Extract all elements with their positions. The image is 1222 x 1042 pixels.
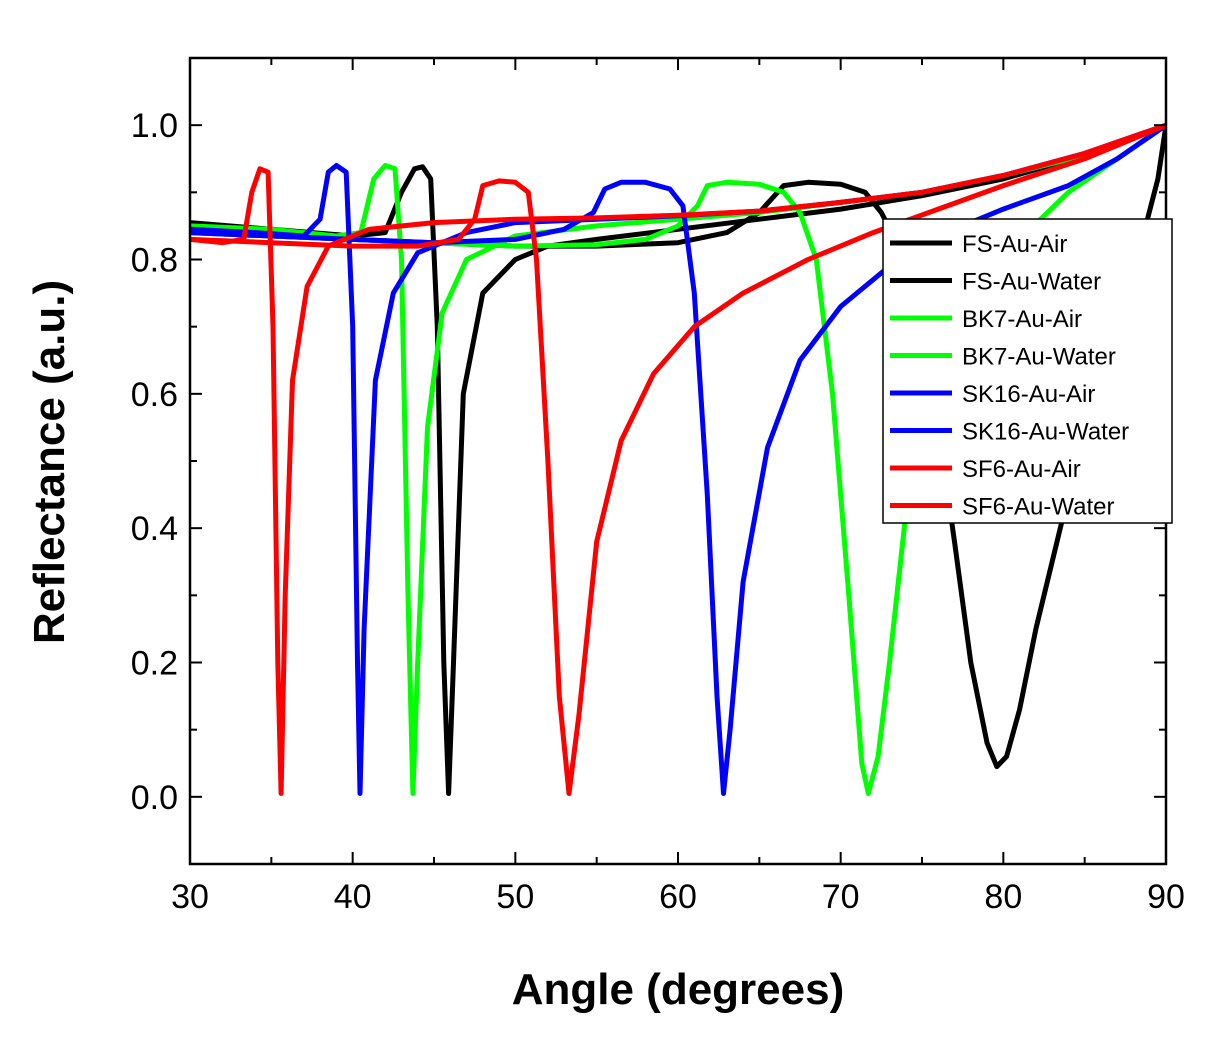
- y-axis-title: Reflectance (a.u.): [25, 280, 74, 644]
- x-tick-label: 40: [334, 878, 372, 916]
- legend-label-bk7-au-water: BK7-Au-Water: [962, 344, 1116, 371]
- x-tick-label: 30: [171, 878, 209, 916]
- legend-label-fs-au-water: FS-Au-Water: [962, 269, 1101, 296]
- y-tick-label: 1.0: [131, 107, 178, 145]
- series-line-sf6-au-air: [190, 122, 1166, 796]
- x-tick-label: 50: [496, 878, 534, 916]
- legend: FS-Au-Air FS-Au-Water BK7-Au-Air BK7-Au-Wat…: [882, 218, 1173, 524]
- series-layer: [190, 122, 1166, 796]
- legend-label-bk7-au-air: BK7-Au-Air: [962, 306, 1082, 333]
- x-axis: 30 40 50 60 70 80 90: [171, 58, 1185, 916]
- y-axis: 0.0 0.2 0.4 0.6 0.8 1.0: [131, 57, 1166, 865]
- y-tick-label: 0.6: [131, 376, 178, 414]
- x-tick-label: 80: [984, 878, 1022, 916]
- series-line-sf6-au-water: [190, 122, 1166, 796]
- legend-label-sf6-au-air: SF6-Au-Air: [962, 456, 1081, 483]
- y-tick-label: 0.8: [131, 242, 178, 280]
- x-axis-title: Angle (degrees): [512, 965, 845, 1014]
- legend-label-sk16-au-air: SK16-Au-Air: [962, 381, 1095, 408]
- legend-label-fs-au-air: FS-Au-Air: [962, 231, 1067, 258]
- legend-label-sk16-au-water: SK16-Au-Water: [962, 419, 1129, 446]
- x-tick-label: 70: [822, 878, 860, 916]
- x-tick-label: 60: [659, 878, 697, 916]
- y-tick-label: 0.0: [131, 779, 178, 817]
- y-tick-label: 0.2: [131, 645, 178, 683]
- y-tick-label: 0.4: [131, 510, 178, 548]
- legend-label-sf6-au-water: SF6-Au-Water: [962, 494, 1114, 521]
- x-tick-label: 90: [1147, 878, 1185, 916]
- legend-box: [882, 218, 1173, 524]
